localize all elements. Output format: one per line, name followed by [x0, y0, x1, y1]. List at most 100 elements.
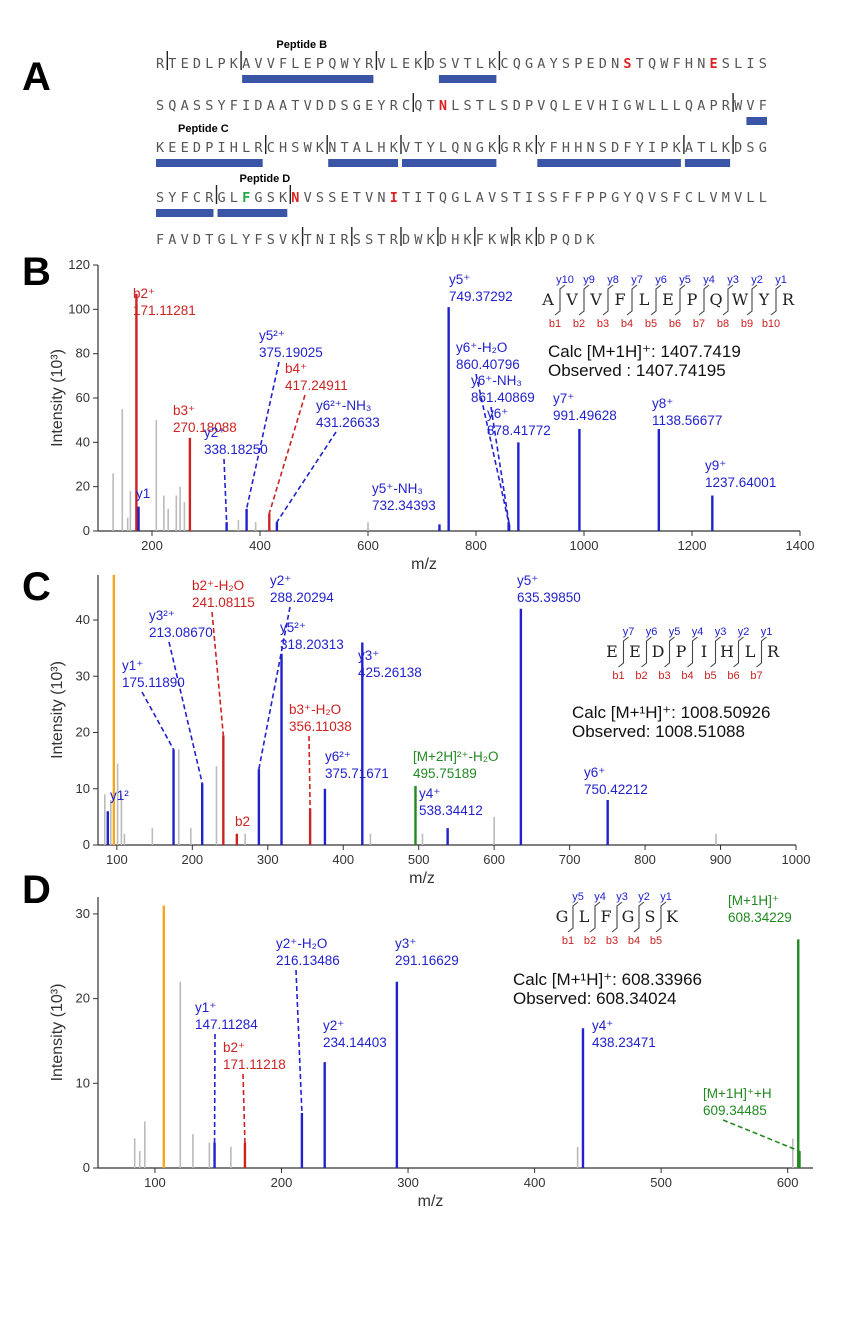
sequence-residue: T [427, 98, 435, 114]
sequence-residue: D [193, 140, 201, 156]
y-tick-label: 40 [76, 434, 90, 449]
peak-label: y1⁺ 175.11890 [122, 658, 185, 690]
peptide-coverage-bar [242, 75, 374, 83]
sequence-residue: C [685, 190, 693, 206]
b-ion-ladder-label: b3 [597, 318, 609, 330]
ion-name: y3⁺ [358, 648, 379, 663]
sequence-residue: V [746, 98, 754, 114]
y-ion-ladder-label: y1 [761, 626, 773, 638]
peak-label: y6⁺ 750.42212 [584, 765, 648, 797]
ion-name: y5²⁺ [280, 620, 306, 635]
sequence-residue: I [525, 190, 533, 206]
peak-label-leader [223, 458, 228, 523]
ion-mz: 241.08115 [192, 595, 255, 610]
y-ion-ladder-label: y7 [631, 274, 643, 286]
sequence-residue: V [304, 98, 312, 114]
sequence-residue: T [205, 232, 213, 248]
sequence-residue: G [611, 190, 619, 206]
sequence-residue: T [291, 98, 299, 114]
ion-mz: 234.14403 [323, 1035, 387, 1050]
peptide-coverage-bar [156, 209, 214, 217]
peak-label-leader [276, 431, 337, 523]
sequence-residue: S [341, 98, 349, 114]
sequence-residue: V [267, 56, 275, 72]
sequence-residue: N [587, 140, 595, 156]
sequence-residue: P [587, 190, 595, 206]
ion-mz: 171.11281 [133, 303, 196, 318]
sequence-residue: K [230, 56, 239, 72]
sequence-residue: S [500, 190, 508, 206]
sequence-residue: K [316, 140, 325, 156]
sequence-residue: R [205, 190, 214, 206]
sequence-residue: S [353, 232, 361, 248]
b-ion-ladder-label: b7 [750, 670, 762, 682]
sequence-residue: R [722, 98, 731, 114]
sequence-residue: L [697, 190, 705, 206]
sequence-residue: N [697, 56, 705, 72]
x-tick-label: 600 [777, 1175, 799, 1190]
fragment-cleavage-mark [650, 284, 662, 316]
y-ion-ladder-label: y1 [775, 274, 787, 286]
ion-mz: 438.23471 [592, 1035, 656, 1050]
sequence-residue: L [365, 140, 373, 156]
ion-mz: 860.40796 [456, 357, 520, 372]
sequence-residue: Y [377, 98, 385, 114]
sequence-residue: K [488, 140, 497, 156]
peak-label: y3⁺ 425.26138 [358, 648, 422, 680]
b-ion-ladder-label: b4 [621, 318, 633, 330]
sequence-residue: G [476, 140, 484, 156]
sequence-residue: Y [537, 140, 545, 156]
ion-name: y6²⁺-NH₃ [316, 398, 371, 413]
panel-letter-d: D [22, 868, 51, 912]
sequence-residue: T [513, 190, 521, 206]
sequence-residue: A [537, 56, 545, 72]
sequence-residue: L [291, 56, 299, 72]
sequence-residue: A [279, 98, 287, 114]
peak-label: y6⁺ 878.41772 [487, 406, 551, 438]
peak-label: y1² [110, 788, 129, 803]
sequence-residue: S [500, 98, 508, 114]
x-tick-label: 600 [357, 538, 379, 553]
fragment-cleavage-mark [567, 901, 579, 933]
ion-name: b2⁺ [133, 286, 155, 301]
y-tick-label: 20 [76, 725, 90, 740]
sequence-residue: S [623, 56, 631, 72]
y-tick-label: 30 [76, 668, 90, 683]
sequence-residue: A [267, 98, 275, 114]
sequence-residue: V [537, 98, 545, 114]
b-ion-ladder-label: b6 [727, 670, 739, 682]
sequence-residue: A [168, 232, 176, 248]
peptide-residue: F [600, 907, 611, 926]
ion-mz: 609.34485 [703, 1103, 767, 1118]
sequence-residue: N [611, 56, 619, 72]
fragment-cleavage-mark [733, 636, 744, 668]
sequence-residue: R [341, 232, 350, 248]
fragment-cleavage-mark [674, 284, 686, 316]
peak-label: y6²⁺ 375.71671 [325, 749, 389, 781]
ion-mz: 213.08670 [149, 625, 213, 640]
sequence-residue: A [242, 56, 250, 72]
sequence-residue: Q [636, 190, 644, 206]
fragment-cleavage-mark [746, 284, 758, 316]
peptide-residue: V [565, 290, 578, 309]
peptide-residue: L [579, 907, 590, 926]
b-ion-ladder-label: b2 [635, 670, 647, 682]
b-ion-ladder-label: b10 [762, 318, 780, 330]
sequence-residue: G [218, 190, 226, 206]
sequence-residue: D [439, 232, 447, 248]
sequence-residue: L [390, 56, 398, 72]
ion-name: [M+2H]²⁺-H₂O [413, 749, 499, 764]
ion-mz: 861.40869 [471, 390, 535, 405]
sequence-residue: W [734, 98, 743, 114]
sequence-residue: E [181, 56, 189, 72]
b-ion-ladder-label: b5 [645, 318, 657, 330]
ion-mz: 291.16629 [395, 953, 459, 968]
peptide-residue: R [767, 642, 780, 661]
y-ion-ladder-label: y10 [556, 274, 574, 286]
peak-label: [M+1H]⁺ 608.34229 [728, 893, 792, 925]
sequence-residue: K [488, 56, 497, 72]
b-ion-ladder-label: b4 [681, 670, 693, 682]
ion-mz: 431.26633 [316, 415, 380, 430]
fragment-cleavage-mark [756, 636, 767, 668]
